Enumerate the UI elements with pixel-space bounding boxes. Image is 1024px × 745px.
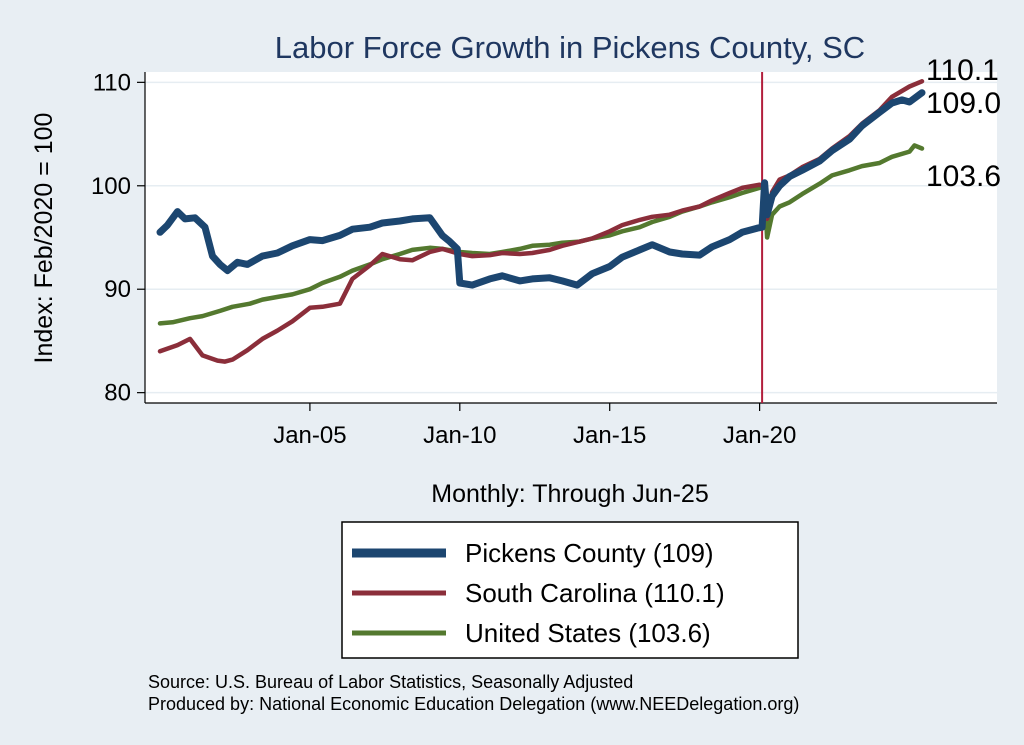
- x-axis: Jan-05 Jan-10 Jan-15 Jan-20: [145, 402, 997, 449]
- y-tick-label: 100: [91, 173, 131, 200]
- x-tick-label: Jan-10: [423, 422, 496, 449]
- series-line: [156, 89, 926, 289]
- legend-label: United States (103.6): [465, 618, 711, 648]
- gridlines: [145, 81, 997, 394]
- legend-label: Pickens County (109): [465, 538, 714, 568]
- x-tick-label: Jan-20: [723, 422, 796, 449]
- series-lines: [156, 79, 926, 364]
- x-axis-title: Monthly: Through Jun-25: [431, 480, 708, 508]
- source-note: Source: U.S. Bureau of Labor Statistics,…: [148, 672, 633, 692]
- legend-label: South Carolina (110.1): [465, 578, 725, 608]
- legend: Pickens County (109) South Carolina (110.…: [341, 521, 799, 659]
- chart-title: Labor Force Growth in Pickens County, SC: [275, 30, 865, 65]
- x-tick-label: Jan-15: [573, 422, 646, 449]
- end-value-label: 109.0: [926, 87, 1001, 120]
- y-tick-label: 80: [104, 380, 131, 407]
- producer-note: Produced by: National Economic Education…: [148, 694, 799, 714]
- y-tick-label: 90: [104, 276, 131, 303]
- end-value-label: 110.1: [926, 54, 999, 87]
- y-axis-title: Index: Feb/2020 = 100: [30, 113, 58, 364]
- end-value-label: 103.6: [926, 160, 1001, 193]
- y-tick-label: 110: [93, 69, 131, 96]
- x-tick-label: Jan-05: [273, 422, 346, 449]
- y-axis: 80 90 100 110: [91, 69, 146, 407]
- legend-items: Pickens County (109) South Carolina (110.…: [352, 538, 725, 648]
- plot-area: [145, 72, 997, 403]
